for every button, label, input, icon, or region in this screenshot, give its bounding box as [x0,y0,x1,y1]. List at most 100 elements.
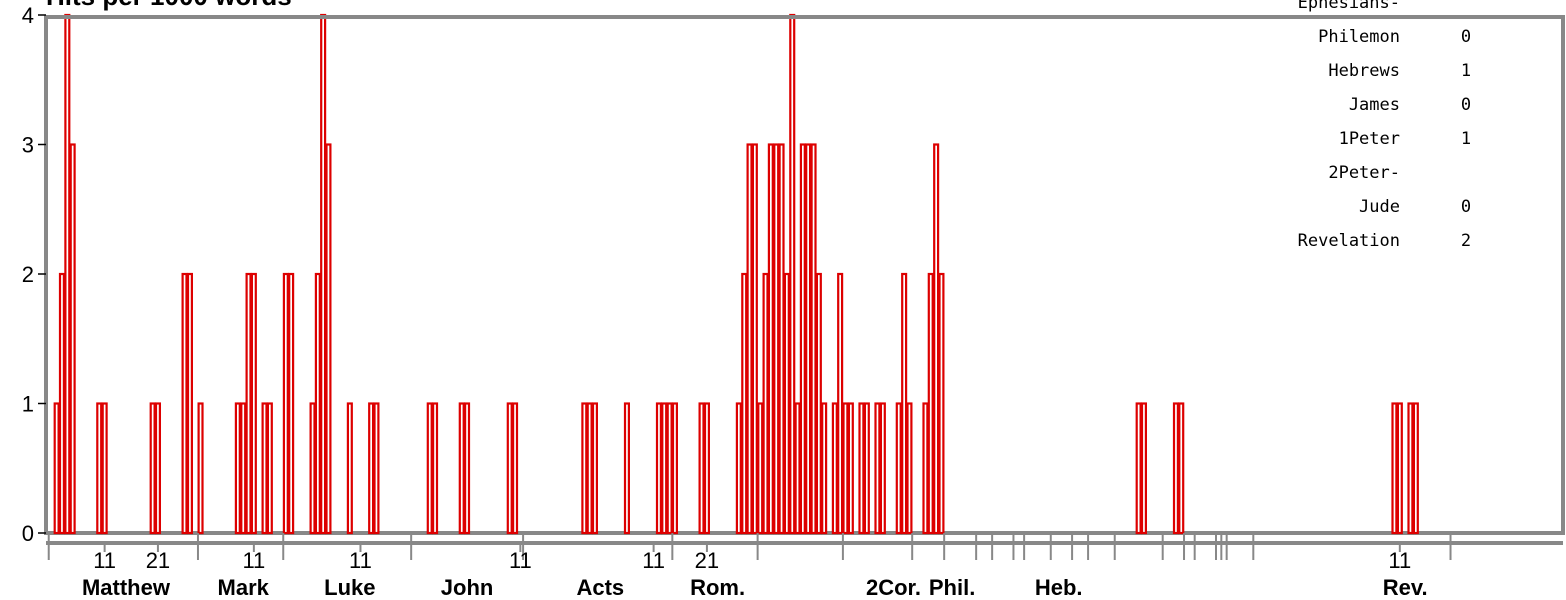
legend-book: Jude [1359,197,1400,217]
bar [783,272,790,535]
book-label: John [441,575,494,600]
bar [778,143,785,535]
bar [901,272,908,535]
legend-value: 0 [1461,95,1471,115]
chapter-tick-label: 11 [1388,548,1411,573]
bar [53,402,60,535]
bar [426,402,433,535]
bar [895,402,902,535]
bar [325,143,332,535]
bar [799,143,806,535]
bar [671,402,679,535]
bar [927,272,934,535]
bar [1391,402,1398,535]
book-label: Phil. [929,575,975,600]
bar [58,272,66,535]
legend-value: 1 [1461,129,1471,149]
bar [773,143,780,535]
chapter-tick-label: 21 [695,548,719,573]
book-label: Rom. [690,575,745,600]
bar [288,272,295,535]
bar [373,402,380,535]
bar [767,143,774,535]
bar [346,402,353,535]
book-label: Luke [324,575,375,600]
bar [320,13,327,535]
chapter-tick-label: 11 [509,548,532,573]
chapter-tick-label: 11 [242,548,265,573]
bar [874,402,881,535]
bar [858,402,865,535]
bar [938,272,945,535]
bar [581,402,588,535]
bar [751,143,758,535]
legend-value: 1 [1461,61,1471,81]
bar [591,402,599,535]
bar [1140,402,1148,535]
bar [922,402,929,535]
book-label: Heb. [1035,575,1083,600]
y-tick-label: 0 [22,521,34,546]
bar [250,272,257,535]
bar [181,272,188,535]
legend-book: Revelation [1298,231,1400,251]
bar [464,402,471,535]
bar [101,402,108,535]
bar [842,402,849,535]
legend-value: 0 [1461,27,1471,47]
bar [623,402,631,535]
bar [261,402,268,535]
bar [234,402,241,535]
book-label: Mark [218,575,270,600]
bar [314,272,321,535]
bar [368,402,375,535]
bar [815,272,822,535]
chapter-tick-label: 11 [642,548,665,573]
bar [757,402,764,535]
bar [1135,402,1142,535]
bar [703,402,711,535]
bar [847,402,854,535]
bar [1407,402,1414,535]
bar [266,402,273,535]
legend-value: 2 [1461,231,1471,251]
bar [96,402,103,535]
bar [666,402,673,535]
bar [197,402,204,535]
bar [186,272,194,535]
bar [655,402,663,535]
book-legend: Ephesians- Philemon 0 Hebrews 1 James 0 1Peter 1… [46,0,1563,251]
bar [821,402,828,535]
chapter-tick-label: 21 [146,548,170,573]
bar [1178,402,1185,535]
bar [863,402,870,535]
bar [245,272,252,535]
bar [506,402,513,535]
bar [906,402,913,535]
book-label: 2Cor. [866,575,921,600]
legend-book: Hebrews [1328,61,1400,81]
bar [661,402,668,535]
bar [240,402,247,535]
bar [69,143,76,535]
y-tick-label: 4 [22,3,34,28]
book-label: Matthew [82,575,171,600]
bar [432,402,439,535]
book-label: Rev. [1383,575,1428,600]
bar [1172,402,1180,535]
legend-book: Ephesians- [1298,0,1400,13]
y-axis: 0 1 2 3 4 [22,3,46,546]
bar [762,272,769,535]
bar [64,13,71,535]
bar [735,402,742,535]
bar [741,272,748,535]
bar [789,13,796,535]
chart-title: Hits per 1000 words [46,0,292,11]
bar [1412,402,1419,535]
bar [810,143,817,535]
y-tick-label: 2 [22,262,34,287]
bar [879,402,886,535]
bar [837,272,844,535]
